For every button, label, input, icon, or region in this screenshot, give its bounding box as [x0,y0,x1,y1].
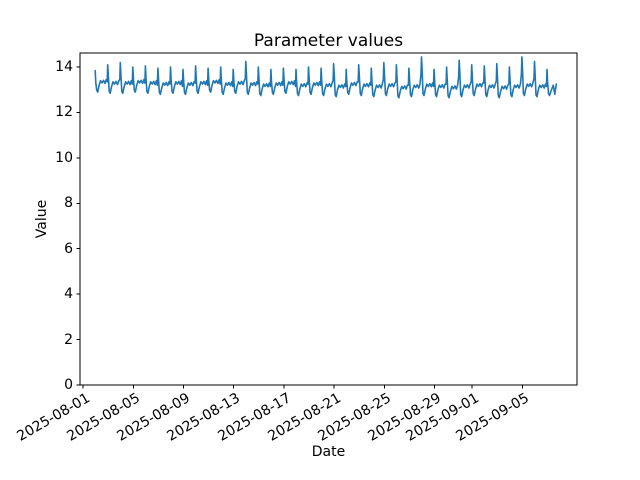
y-tick-label: 6 [64,240,73,257]
series-line [94,56,558,99]
x-axis-label: Date [311,444,346,460]
y-tick-label: 12 [55,104,73,121]
y-tick-label: 2 [64,331,73,348]
y-tick-label: 8 [64,195,73,212]
chart-title: Parameter values [253,31,404,51]
y-tick-label: 14 [55,59,73,76]
y-tick-label: 4 [64,286,73,303]
y-tick-label: 0 [64,377,73,393]
plot-border [79,52,578,386]
y-tick-label: 10 [55,149,73,166]
